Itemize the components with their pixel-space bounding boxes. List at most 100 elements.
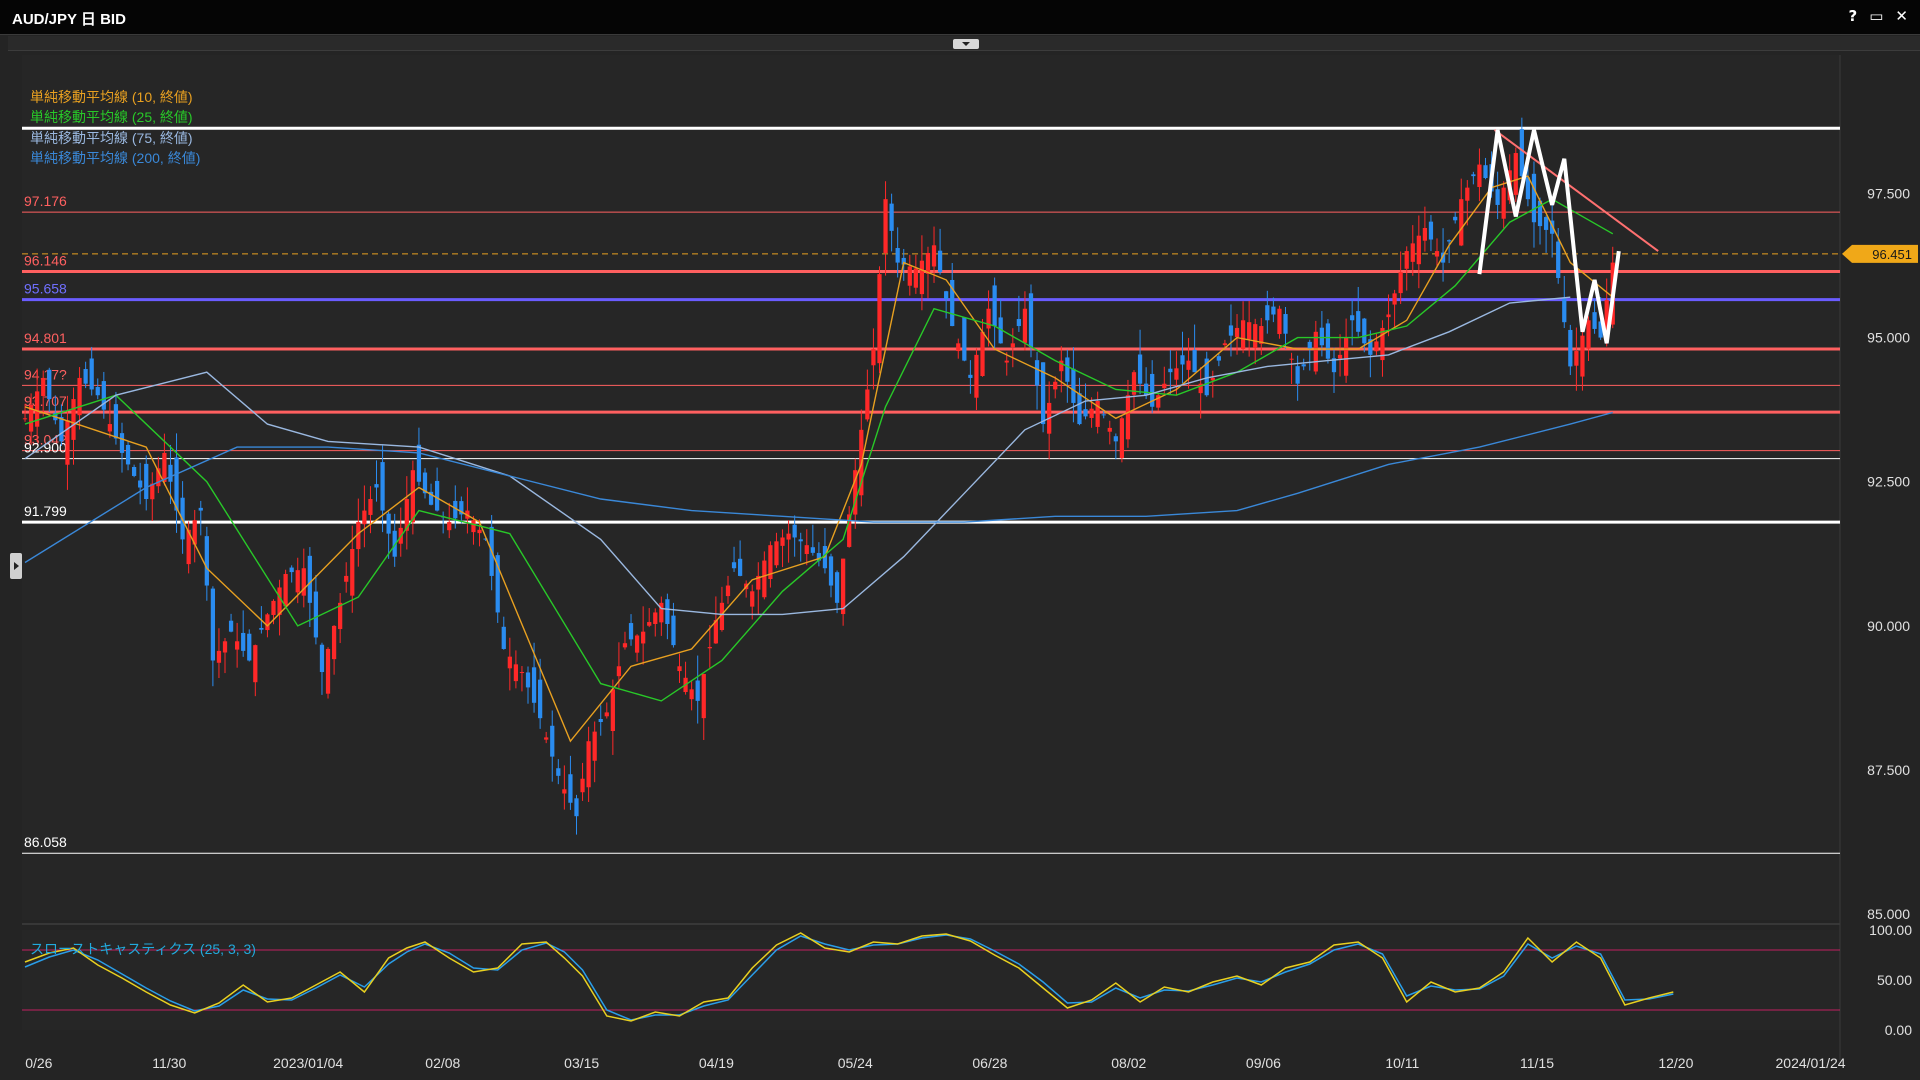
moving-average-line-3 xyxy=(24,411,1613,564)
candle-body xyxy=(889,203,894,231)
candle-body xyxy=(325,648,331,694)
level-label: 96.146 xyxy=(24,252,67,268)
y-tick-label: 92.500 xyxy=(1867,474,1910,490)
candle-body xyxy=(610,689,615,732)
side-panel-handle-icon[interactable] xyxy=(10,553,22,579)
candle-body xyxy=(768,545,773,580)
candle-body xyxy=(1222,343,1228,346)
candle-body xyxy=(1101,414,1106,416)
candle-body xyxy=(1077,393,1082,425)
window-buttons: ? ▭ ✕ xyxy=(1849,7,1908,25)
candle-body xyxy=(756,575,761,590)
y-tick-label: 90.000 xyxy=(1867,618,1910,634)
candle-body xyxy=(1525,177,1531,200)
candle-body xyxy=(1228,325,1234,336)
collapse-toggle-icon[interactable] xyxy=(953,39,979,49)
candle-body xyxy=(1162,383,1167,389)
stochastic-k-line xyxy=(24,932,1674,1022)
candle-body xyxy=(568,774,573,803)
x-tick-label: 03/15 xyxy=(564,1055,599,1071)
candle-body xyxy=(1186,360,1191,370)
candle-body xyxy=(1574,351,1579,366)
candle-body xyxy=(1095,401,1100,427)
candle-body xyxy=(380,462,385,511)
candle-body xyxy=(628,623,634,640)
candle-body xyxy=(1416,235,1421,265)
candle-body xyxy=(1277,308,1282,335)
candle-body xyxy=(386,513,391,534)
candle-body xyxy=(1440,252,1446,263)
candle-body xyxy=(1483,165,1488,179)
candle-body xyxy=(319,644,325,673)
candle-body xyxy=(289,567,294,573)
level-label: 95.658 xyxy=(24,281,67,297)
candle-body xyxy=(1410,243,1415,262)
candle-body xyxy=(1204,358,1209,396)
legend-sma200: 単純移動平均線 (200, 終値) xyxy=(30,150,201,166)
candle-body xyxy=(574,798,579,817)
candle-body xyxy=(1053,381,1058,390)
main-plot-area xyxy=(22,55,1840,920)
candle-body xyxy=(1168,368,1173,373)
candle-body xyxy=(1501,187,1506,219)
candle-body xyxy=(428,491,434,505)
candle-body xyxy=(1010,343,1015,348)
candle-body xyxy=(277,587,282,615)
current-price-marker xyxy=(1842,244,1918,263)
candle-body xyxy=(1150,373,1155,407)
candle-body xyxy=(1513,153,1518,195)
osc-tick-label: 0.00 xyxy=(1885,1022,1912,1038)
candle-body xyxy=(174,457,179,511)
candle-body xyxy=(974,354,979,398)
candle-body xyxy=(483,538,488,540)
candle-body xyxy=(1422,228,1428,241)
candle-body xyxy=(780,537,785,546)
candle-body xyxy=(1465,187,1470,201)
maximize-button[interactable]: ▭ xyxy=(1869,7,1884,25)
candle-body xyxy=(531,667,537,703)
candle-body xyxy=(1016,319,1021,327)
x-tick-label: 10/11 xyxy=(1385,1055,1419,1071)
pattern-annotation xyxy=(1477,129,1621,344)
oscillator-plot-area xyxy=(22,930,1840,1030)
candle-body xyxy=(986,308,991,329)
level-label: 92.900 xyxy=(24,440,67,456)
candle-body xyxy=(847,514,852,547)
candle-body xyxy=(241,632,246,651)
legend-sma25: 単純移動平均線 (25, 終値) xyxy=(30,109,193,125)
candle-body xyxy=(1253,324,1258,348)
candle-body xyxy=(647,622,652,626)
legend-sma75: 単純移動平均線 (75, 終値) xyxy=(30,130,193,146)
candle-body xyxy=(495,555,500,613)
y-tick-label: 85.000 xyxy=(1867,906,1910,922)
candle-body xyxy=(1216,356,1221,361)
candle-body xyxy=(235,641,240,650)
candle-body xyxy=(525,672,531,688)
candle-body xyxy=(1119,418,1125,459)
help-button[interactable]: ? xyxy=(1848,7,1858,25)
candle-body xyxy=(1295,366,1300,384)
x-tick-label: 2024/01/24 xyxy=(1776,1055,1846,1071)
candle-body xyxy=(35,391,40,427)
candle-body xyxy=(1283,314,1288,334)
candle-body xyxy=(1247,322,1252,340)
x-tick-label: 04/19 xyxy=(699,1055,734,1071)
candle-body xyxy=(1198,383,1203,394)
candle-body xyxy=(83,369,88,384)
candle-body xyxy=(604,712,609,717)
candle-body xyxy=(841,558,846,615)
candle-body xyxy=(77,377,82,416)
candle-body xyxy=(1319,327,1324,346)
candle-body xyxy=(1071,368,1076,403)
stochastic-label: スローストキャスティクス (25, 3, 3) xyxy=(30,941,256,957)
candle-body xyxy=(519,672,525,674)
close-button[interactable]: ✕ xyxy=(1895,7,1908,25)
candle-body xyxy=(1392,293,1397,305)
candle-body xyxy=(1131,372,1137,395)
candle-body xyxy=(198,507,203,511)
candle-body xyxy=(1374,341,1379,352)
candle-body xyxy=(1004,360,1009,363)
candle-body xyxy=(1350,315,1355,321)
candle-body xyxy=(998,317,1003,344)
